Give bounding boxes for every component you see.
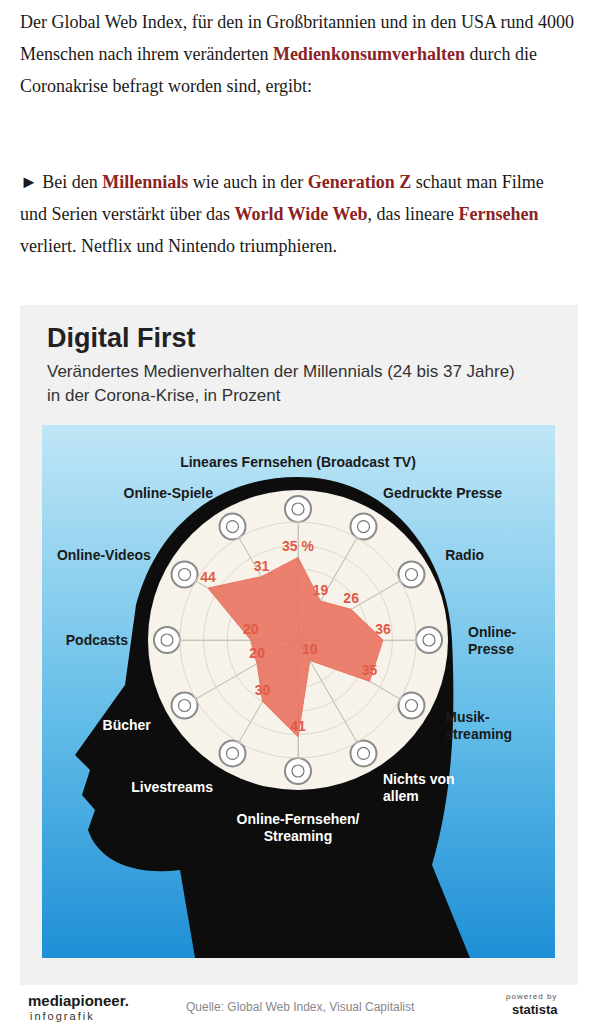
svg-text:35 %: 35 %: [282, 538, 314, 554]
svg-text:Lineares Fernsehen (Broadcast: Lineares Fernsehen (Broadcast TV): [180, 454, 416, 470]
svg-text:30: 30: [255, 682, 271, 698]
html-text:infografik: infografik: [30, 1010, 95, 1022]
html-text:Der Global Web Index, für den: Der Global Web Index, für den in Großbri…: [20, 12, 575, 96]
svg-text:41: 41: [290, 718, 306, 734]
svg-text:31: 31: [254, 558, 270, 574]
svg-text:Presse: Presse: [468, 641, 514, 657]
svg-text:Livestreams: Livestreams: [131, 779, 213, 795]
svg-text:Bücher: Bücher: [103, 717, 152, 733]
svg-text:Musik-: Musik-: [445, 709, 490, 725]
svg-text:allem: allem: [383, 788, 419, 804]
svg-text:Nichts von: Nichts von: [383, 771, 455, 787]
svg-text:streaming: streaming: [445, 726, 512, 742]
svg-text:36: 36: [375, 621, 391, 637]
svg-text:10: 10: [302, 641, 318, 657]
svg-text:19: 19: [313, 582, 329, 598]
svg-text:Online-Fernsehen/: Online-Fernsehen/: [237, 811, 360, 827]
svg-text:Online-: Online-: [468, 624, 517, 640]
svg-text:Online-Spiele: Online-Spiele: [124, 485, 214, 501]
svg-text:35: 35: [362, 662, 378, 678]
svg-text:Gedruckte Presse: Gedruckte Presse: [383, 485, 502, 501]
svg-text:Streaming: Streaming: [264, 828, 332, 844]
svg-text:Online-Videos: Online-Videos: [57, 547, 151, 563]
svg-text:26: 26: [343, 590, 359, 606]
svg-text:Radio: Radio: [445, 547, 484, 563]
svg-text:20: 20: [243, 621, 259, 637]
svg-text:Verändertes Medienverhalten de: Verändertes Medienverhalten der Millenni…: [47, 362, 515, 381]
html-text:statista: statista: [512, 1002, 558, 1017]
html-text:verliert. Netflix und Nintendo: verliert. Netflix und Nintendo triumphie…: [20, 236, 337, 256]
svg-text:Podcasts: Podcasts: [66, 632, 128, 648]
svg-text:20: 20: [249, 645, 265, 661]
html-text:powered by: powered by: [506, 992, 558, 1001]
svg-text:Digital First: Digital First: [47, 323, 196, 353]
html-text:mediapioneer.: mediapioneer.: [28, 992, 129, 1009]
svg-text:44: 44: [200, 569, 216, 585]
html-text:► Bei den Millennials wie auch: ► Bei den Millennials wie auch in der Ge…: [20, 172, 544, 224]
html-text:Quelle: Global Web Index, Visu: Quelle: Global Web Index, Visual Capital…: [186, 1000, 415, 1014]
svg-text:in der Corona-Krise, in Prozen: in der Corona-Krise, in Prozent: [47, 386, 281, 405]
